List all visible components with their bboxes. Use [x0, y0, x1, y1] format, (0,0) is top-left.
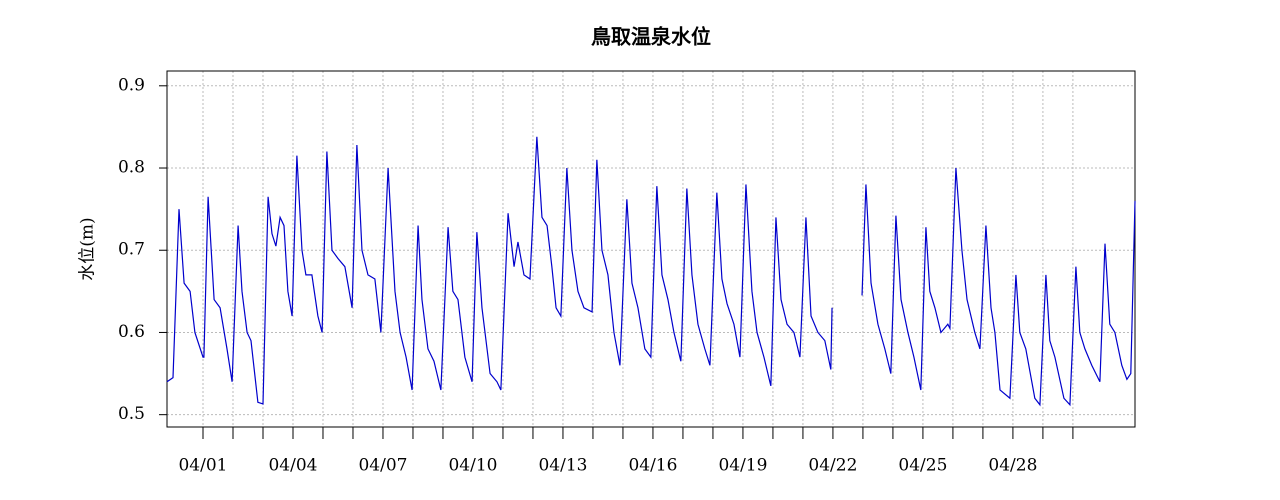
y-tick-label: 0.9 [118, 75, 145, 95]
y-tick-label: 0.5 [118, 404, 145, 424]
x-tick-label: 04/13 [538, 456, 587, 476]
plot-frame [166, 70, 1136, 428]
y-axis-label: 水位(m) [78, 217, 98, 280]
x-tick-label: 04/07 [358, 456, 407, 476]
data-line [166, 136, 1136, 407]
x-tick-label: 04/19 [718, 456, 767, 476]
y-tick-label: 0.8 [118, 158, 145, 178]
x-tick-label: 04/22 [808, 456, 857, 476]
x-tick-label: 04/25 [898, 456, 947, 476]
y-tick-label: 0.6 [118, 322, 145, 342]
x-tick-label: 04/01 [178, 456, 227, 476]
y-tick-label: 0.7 [118, 240, 145, 260]
x-tick-label: 04/16 [628, 456, 677, 476]
x-tick-label: 04/10 [448, 456, 497, 476]
x-tick-label: 04/28 [988, 456, 1037, 476]
x-tick-label: 04/04 [268, 456, 317, 476]
chart-title: 鳥取温泉水位 [591, 25, 711, 49]
